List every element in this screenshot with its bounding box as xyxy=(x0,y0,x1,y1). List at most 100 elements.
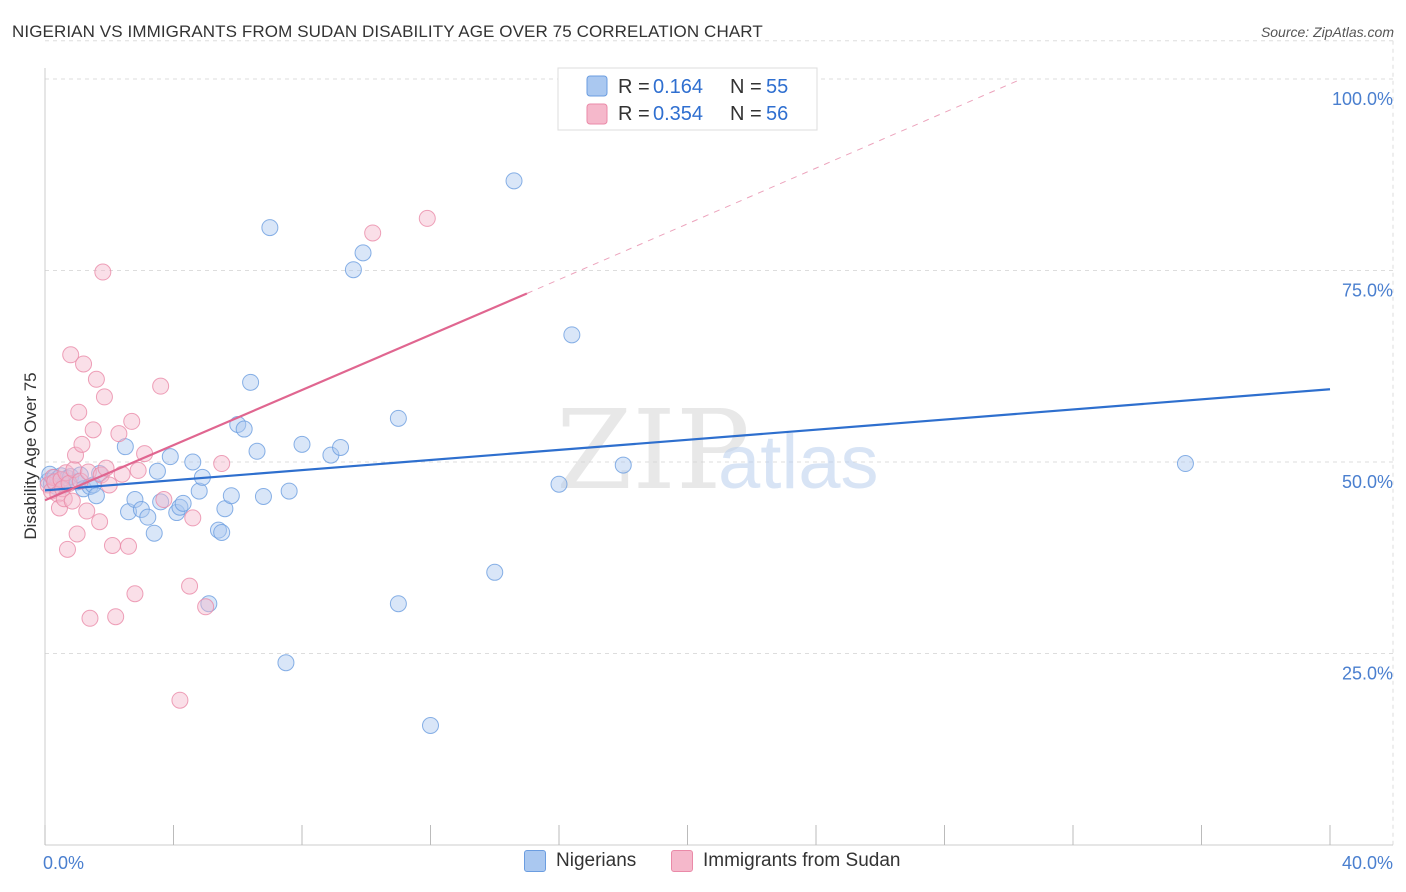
nigerians-point xyxy=(550,475,568,493)
nigerians-point xyxy=(184,453,202,471)
legend-r-value-2: 0.354 xyxy=(653,103,703,125)
nigerians-point xyxy=(190,482,208,500)
nigerians-point xyxy=(332,438,350,456)
watermark: ZIP atlas xyxy=(556,386,879,514)
nigerians-point xyxy=(139,508,157,526)
sudan-point xyxy=(110,425,128,443)
sudan-point xyxy=(81,609,99,627)
y-tick-label-25: 25.0% xyxy=(1342,664,1393,684)
nigerians-point xyxy=(148,462,166,480)
sudan-point xyxy=(123,412,141,430)
y-tick-label-100: 100.0% xyxy=(1332,89,1393,109)
nigerians-point xyxy=(126,491,144,509)
nigerians-point xyxy=(389,409,407,427)
sudan-point xyxy=(63,492,81,510)
sudan-point xyxy=(62,346,80,364)
sudan-trend-extension xyxy=(526,78,1022,294)
nigerians-point xyxy=(293,435,311,453)
sudan-point xyxy=(155,491,173,509)
nigerians-point xyxy=(614,456,632,474)
sudan-points xyxy=(39,209,436,709)
nigerians-point xyxy=(422,717,439,735)
sudan-point xyxy=(70,403,88,421)
stats-legend: R = 0.164 N = 55 R = 0.354 N = 56 xyxy=(557,67,818,131)
nigerians-point xyxy=(222,487,240,505)
sudan-point xyxy=(95,388,113,406)
nigerians-point xyxy=(486,563,504,581)
sudan-point xyxy=(79,463,97,481)
legend-n-label-2: N = xyxy=(730,103,762,125)
sudan-point xyxy=(126,585,144,603)
grid-lines xyxy=(45,40,1394,845)
legend-swatch-nigerians xyxy=(586,75,608,97)
sudan-point xyxy=(171,691,189,709)
legend-r-label-2: R = xyxy=(618,103,650,125)
sudan-point xyxy=(181,577,199,595)
nigerians-trend-line xyxy=(44,388,1331,492)
legend-swatch-sudan xyxy=(586,103,608,125)
y-tick-label-50: 50.0% xyxy=(1342,472,1393,492)
sudan-point xyxy=(91,513,109,531)
legend-n-value-2: 56 xyxy=(766,103,788,125)
nigerians-point xyxy=(242,373,260,391)
sudan-point xyxy=(197,598,215,616)
sudan-point xyxy=(78,502,96,520)
nigerians-point xyxy=(563,326,581,344)
nigerians-legend-label: Nigerians xyxy=(556,850,637,871)
sudan-point xyxy=(67,446,85,464)
nigerians-point xyxy=(254,487,272,505)
nigerians-point xyxy=(261,219,279,237)
legend-n-value-1: 55 xyxy=(766,76,788,98)
source-credit: Source: ZipAtlas.com xyxy=(1260,24,1394,40)
sudan-point xyxy=(58,540,76,558)
sudan-point xyxy=(103,536,121,554)
nigerians-point xyxy=(168,504,186,522)
nigerians-point xyxy=(389,595,407,613)
nigerians-point xyxy=(213,523,231,541)
legend-r-label-1: R = xyxy=(618,76,650,98)
nigerians-point xyxy=(145,524,163,542)
sudan-point xyxy=(213,455,231,473)
nigerians-point xyxy=(277,654,295,672)
sudan-point xyxy=(129,461,147,479)
watermark-zip: ZIP xyxy=(556,386,750,514)
sudan-point xyxy=(94,263,112,281)
y-tick-label-75: 75.0% xyxy=(1342,281,1393,301)
nigerians-point xyxy=(248,442,266,460)
trend-lines xyxy=(44,78,1331,502)
y-tick-labels: 25.0% 50.0% 75.0% 100.0% xyxy=(1332,89,1393,684)
sudan-point xyxy=(68,525,86,543)
sudan-point xyxy=(120,537,138,555)
bottom-legend-sudan[interactable]: Immigrants from Sudan xyxy=(671,850,900,872)
nigerians-point xyxy=(87,487,105,505)
nigerians-point xyxy=(235,420,253,438)
x-tick-label-min: 0.0% xyxy=(43,853,84,873)
nigerians-point xyxy=(505,172,523,190)
nigerians-point xyxy=(209,521,227,539)
sudan-trend-line xyxy=(44,292,528,502)
sudan-point xyxy=(73,435,91,453)
axes xyxy=(44,68,1393,846)
nigerians-point xyxy=(200,595,218,613)
nigerians-point xyxy=(354,244,372,262)
nigerians-point xyxy=(152,493,170,511)
sudan-point xyxy=(84,421,102,439)
sudan-point xyxy=(87,370,105,388)
nigerians-point xyxy=(1176,455,1194,473)
sudan-point xyxy=(184,509,202,527)
nigerians-point xyxy=(344,261,362,279)
y-axis-label: Disability Age Over 75 xyxy=(21,372,40,539)
nigerians-swatch xyxy=(524,850,546,872)
sudan-point xyxy=(75,355,93,373)
sudan-point xyxy=(152,377,170,395)
sudan-swatch xyxy=(671,850,693,872)
legend-n-label-1: N = xyxy=(730,76,762,98)
sudan-point xyxy=(418,209,436,227)
sudan-point xyxy=(107,608,125,626)
bottom-legend-nigerians[interactable]: Nigerians xyxy=(524,850,636,872)
nigerians-point xyxy=(161,448,179,466)
legend-r-value-1: 0.164 xyxy=(653,76,703,98)
chart-title: NIGERIAN VS IMMIGRANTS FROM SUDAN DISABI… xyxy=(12,22,763,41)
nigerians-point xyxy=(280,482,298,500)
